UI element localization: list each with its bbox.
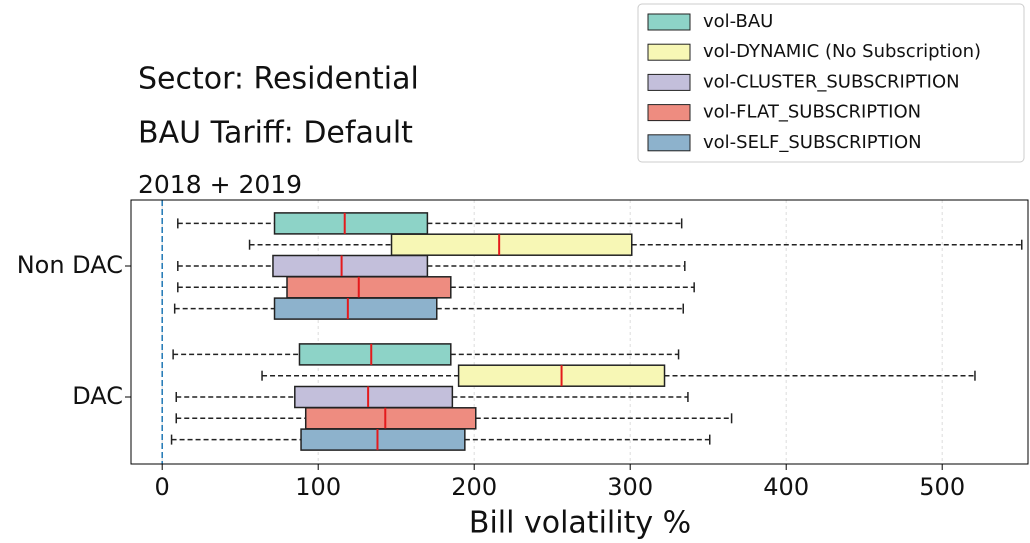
legend-label: vol-FLAT_SUBSCRIPTION <box>703 102 921 123</box>
annotation: 2018 + 2019 <box>138 170 302 199</box>
box <box>272 254 429 278</box>
box <box>273 297 438 320</box>
x-tick-label: 0 <box>155 473 170 501</box>
box <box>273 212 429 235</box>
legend-label: vol-BAU <box>703 11 773 32</box>
legend-label: vol-CLUSTER_SUBSCRIPTION <box>703 71 960 92</box>
plot-frame <box>130 199 1029 465</box>
legend-swatch <box>647 134 691 152</box>
chart-subtitle: BAU Tariff: Default <box>138 116 413 151</box>
x-tick-label: 200 <box>451 473 497 501</box>
legend-swatch <box>647 73 691 91</box>
box <box>304 407 477 430</box>
legend-frame <box>637 3 1025 163</box>
legend-label: vol-SELF_SUBSCRIPTION <box>703 132 922 153</box>
box <box>300 428 466 451</box>
chart-title: Sector: Residential <box>138 62 419 97</box>
x-axis-label: Bill volatility % <box>469 506 691 541</box>
box <box>294 385 454 409</box>
x-tick-label: 400 <box>763 473 809 501</box>
box <box>390 233 633 256</box>
y-tick-label: Non DAC <box>17 251 123 279</box>
x-tick-label: 500 <box>919 473 965 501</box>
y-tick-label: DAC <box>72 382 123 410</box>
x-tick-label: 300 <box>607 473 653 501</box>
legend-swatch <box>647 13 691 31</box>
box <box>298 343 452 366</box>
legend-label: vol-DYNAMIC (No Subscription) <box>703 41 981 62</box>
box <box>286 276 452 299</box>
x-tick-label: 100 <box>295 473 341 501</box>
legend-swatch <box>647 104 691 122</box>
legend-swatch <box>647 43 691 61</box>
